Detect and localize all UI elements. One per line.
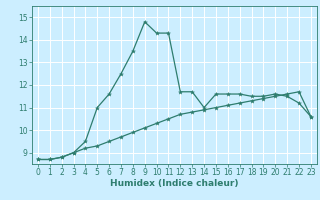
- X-axis label: Humidex (Indice chaleur): Humidex (Indice chaleur): [110, 179, 239, 188]
